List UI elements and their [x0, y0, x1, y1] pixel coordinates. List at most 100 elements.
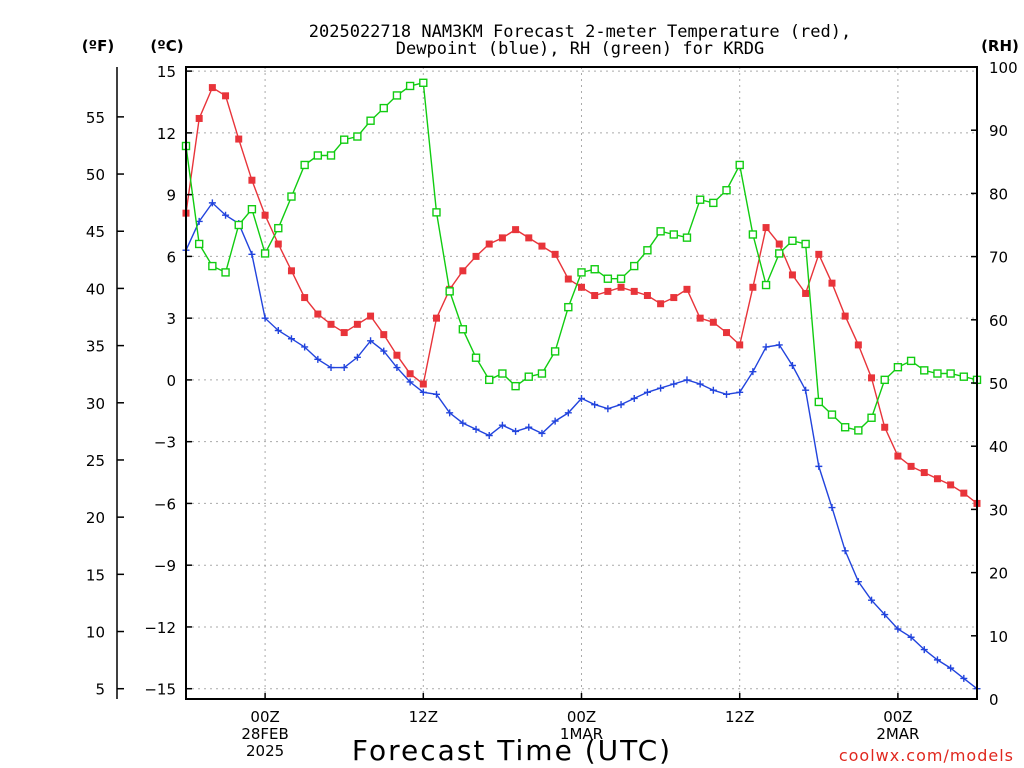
temperature-point [538, 242, 546, 250]
temperature-point [802, 289, 810, 297]
temperature-point [564, 275, 572, 283]
temperature-point [749, 283, 757, 291]
temperature-point [208, 84, 216, 92]
temperature-point [894, 452, 902, 460]
rh-point [616, 274, 626, 283]
rh-point [287, 192, 296, 201]
dewpoint-point [287, 335, 295, 343]
dewpoint-point [340, 364, 348, 372]
dewpoint-point [920, 646, 928, 654]
temperature-point [868, 374, 876, 382]
temperature-point [815, 250, 823, 258]
temperature-point [551, 250, 559, 258]
dewpoint-point [380, 347, 388, 355]
rh-point [933, 369, 942, 378]
dewpoint-point [208, 199, 216, 207]
x-tick-label: 12Z [725, 708, 754, 726]
temperature-point [604, 287, 612, 295]
rh-point [392, 91, 402, 100]
rh-tick-label: 40 [989, 438, 1008, 456]
dewpoint-point [512, 427, 520, 435]
temperature-point [459, 267, 467, 275]
temperature-point [314, 310, 322, 318]
dewpoint-point [591, 401, 599, 409]
x-tick-label: 2MAR [876, 725, 919, 743]
fahrenheit-tick-label: 15 [86, 566, 105, 584]
dewpoint-point [670, 380, 678, 388]
celsius-tick-label: −3 [154, 434, 176, 452]
dewpoint-point [762, 343, 770, 351]
rh-point [893, 363, 903, 372]
fahrenheit-tick-label: 25 [86, 452, 105, 470]
dewpoint-point [630, 394, 638, 402]
dewpoint-point [657, 384, 665, 392]
dewpoint-point [525, 423, 533, 431]
rh-point [959, 372, 969, 381]
temperature-point [670, 294, 678, 302]
rh-point [405, 81, 415, 91]
dewpoint-point [274, 327, 282, 335]
temperature-point [472, 252, 480, 260]
rh-point [735, 160, 744, 170]
rh-point [682, 233, 692, 242]
rh-point [564, 302, 573, 312]
rh-point [854, 426, 863, 435]
dewpoint-point [854, 578, 862, 586]
dewpoint-point [564, 409, 572, 417]
rh-tick-label: 70 [989, 249, 1008, 267]
celsius-tick-label: 9 [166, 187, 176, 205]
rh-point [590, 265, 599, 274]
rh-point [524, 372, 533, 381]
dewpoint-point [775, 341, 783, 349]
fahrenheit-tick-label: 35 [86, 338, 105, 356]
x-tick-label: 00Z [567, 708, 596, 726]
fahrenheit-tick-label: 45 [86, 223, 105, 241]
temperature-point [419, 380, 427, 388]
temperature-point [340, 329, 348, 337]
rh-tick-label: 50 [989, 375, 1008, 393]
temperature-point [235, 135, 243, 143]
temperature-point [591, 292, 599, 300]
temperature-point [287, 267, 295, 275]
rh-point [920, 366, 929, 375]
rh-point [379, 103, 388, 113]
series-rh [181, 78, 982, 435]
dewpoint-point [933, 656, 941, 664]
temperature-point [367, 312, 375, 320]
dewpoint-point [472, 425, 480, 433]
dewpoint-point [696, 380, 704, 388]
rh-point [260, 249, 270, 258]
chart-title-line2: Dewpoint (blue), RH (green) for KRDG [396, 39, 764, 59]
celsius-tick-label: 15 [157, 63, 176, 81]
rh-point [221, 268, 230, 277]
dewpoint-point [788, 362, 796, 370]
tick-layer: 15129630−3−6−9−12−1555504540353025201510… [86, 59, 1018, 760]
dewpoint-point [393, 364, 401, 372]
temperature-point [274, 240, 282, 248]
series-layer [181, 78, 982, 693]
dewpoint-point [353, 353, 361, 361]
temperature-point [696, 314, 704, 322]
dewpoint-point [538, 429, 546, 437]
temperature-point [498, 234, 506, 242]
dewpoint-point [327, 364, 335, 372]
temperature-point [525, 234, 533, 242]
x-tick-label: 00Z [883, 708, 912, 726]
rh-point [946, 369, 955, 378]
temperature-point [222, 92, 230, 100]
temperature-point [578, 283, 585, 291]
rh-point [840, 423, 850, 432]
rh-point [366, 116, 375, 125]
temperature-point [261, 211, 269, 219]
rh-point [274, 223, 283, 233]
fahrenheit-unit-label: (ºF) [82, 37, 114, 55]
dewpoint-point [841, 547, 849, 555]
dewpoint-point [617, 401, 625, 409]
rh-point [550, 347, 560, 356]
rh-point [498, 369, 507, 378]
temperature-point [788, 271, 796, 279]
temperature-point [762, 224, 770, 232]
rh-point [577, 268, 586, 277]
temperature-point [683, 285, 691, 293]
